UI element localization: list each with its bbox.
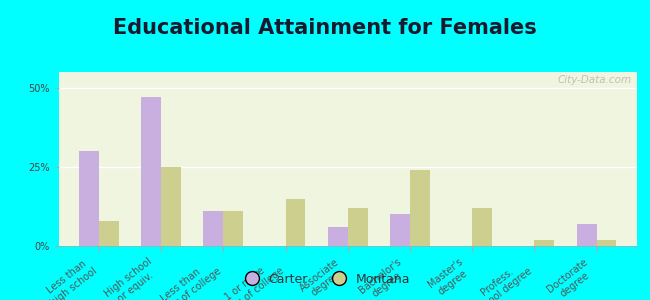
- Bar: [472, 208, 492, 246]
- Bar: [328, 227, 348, 246]
- Legend: Carter, Montana: Carter, Montana: [235, 268, 415, 291]
- Bar: [99, 221, 119, 246]
- Bar: [410, 170, 430, 246]
- Bar: [597, 240, 616, 246]
- Text: City-Data.com: City-Data.com: [557, 76, 631, 85]
- Bar: [203, 211, 224, 246]
- Bar: [79, 151, 99, 246]
- Bar: [141, 97, 161, 246]
- Text: Educational Attainment for Females: Educational Attainment for Females: [113, 18, 537, 38]
- Bar: [161, 167, 181, 246]
- Bar: [577, 224, 597, 246]
- Bar: [285, 199, 306, 246]
- Bar: [390, 214, 410, 246]
- Bar: [534, 240, 554, 246]
- Bar: [224, 211, 243, 246]
- Bar: [348, 208, 368, 246]
